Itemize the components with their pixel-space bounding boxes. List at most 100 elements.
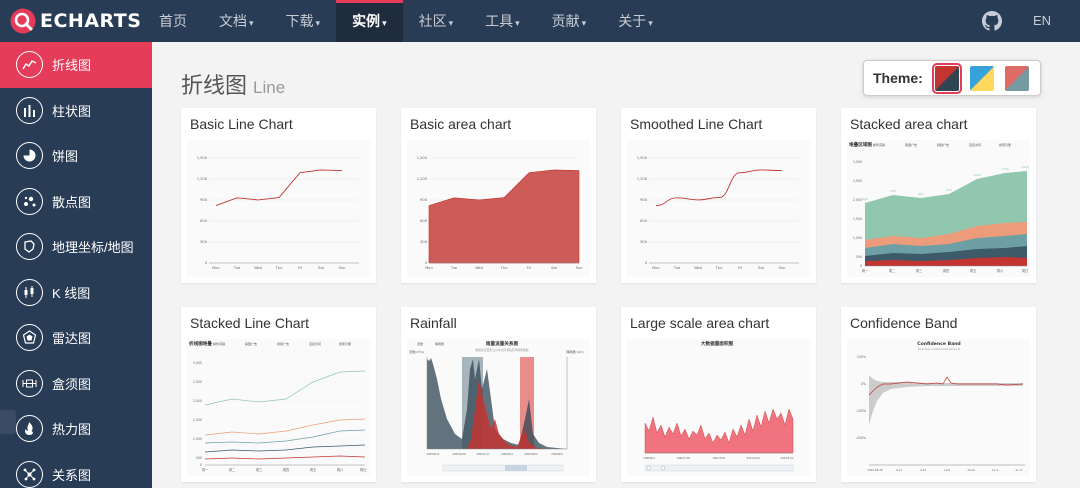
y-tick: 0% [861, 382, 866, 386]
x-tick: Sat [758, 266, 764, 270]
sidebar-item-scatter[interactable]: 散点图 [0, 179, 152, 225]
theme-swatch-light[interactable] [969, 65, 994, 91]
sidebar-item-bar[interactable]: 柱状图 [0, 88, 152, 134]
sidebar-item-map[interactable]: 地理坐标/地图 [0, 224, 152, 270]
legend-item: 流量 [417, 341, 423, 346]
example-card-smoothed-line[interactable]: Smoothed Line Chart 1,500 1,200 900 600 … [621, 108, 816, 283]
sidebar-item-label: K 线图 [52, 285, 91, 301]
thumb-title: Confidence Band [917, 341, 960, 347]
echarts-logo[interactable]: ECHARTS [10, 8, 141, 34]
chart-thumbnail: 1,500 1,200 900 600 300 0 Mon Tue Wed Th… [407, 140, 590, 277]
x-tick: 周二 [889, 268, 895, 273]
x-tick: 周六 [997, 268, 1004, 273]
y-tick: 0 [860, 264, 862, 268]
sidebar-item-heatmap[interactable]: 热力图 [0, 406, 152, 452]
x-tick: 周三 [256, 467, 262, 472]
nav-about[interactable]: 关于 ▾ [602, 0, 669, 42]
example-card-basic-line[interactable]: Basic Line Chart 1,500 1,200 900 600 300… [181, 108, 376, 283]
example-card-basic-area[interactable]: Basic area chart 1,500 1,200 900 600 300… [401, 108, 596, 283]
x-tick: 2009/6/29 [452, 452, 466, 456]
chart-thumbnail: 折线图堆叠 邮件营销 联盟广告 视频广告 直接访问 搜索引擎 3,000 2,5… [187, 339, 370, 476]
confidence-band-chart: Confidence Band Example in MetricsGraphi… [856, 341, 1025, 472]
x-tick: 2009/7/17 [476, 452, 490, 456]
x-tick: Sun [339, 266, 346, 270]
x-tick: 周三 [916, 268, 922, 273]
sidebar-item-boxplot[interactable]: 盒须图 [0, 361, 152, 407]
thumb-title: 堆叠区域图 [849, 141, 872, 148]
x-tick: Tue [233, 266, 241, 270]
x-tick: 周六 [337, 467, 344, 472]
thumb-subtitle: Example in MetricsGraphics.js [918, 347, 961, 351]
theme-label: Theme: [873, 70, 923, 86]
y-tick: -200% [856, 436, 866, 440]
x-tick: Fri [527, 266, 531, 270]
nav-label: 实例 [352, 13, 381, 29]
example-card-stacked-area[interactable]: Stacked area chart 堆叠区域图 邮件营销 联盟广告 视频广告 … [841, 108, 1036, 283]
sidebar-item-line[interactable]: 折线图 [0, 42, 152, 88]
nav-contribute[interactable]: 贡献 ▾ [536, 0, 603, 42]
nav-download[interactable]: 下载 ▾ [270, 0, 337, 42]
stacked-line-chart: 折线图堆叠 邮件营销 联盟广告 视频广告 直接访问 搜索引擎 3,000 2,5… [189, 340, 366, 472]
echarts-logo-icon [10, 8, 36, 34]
card-title: Smoothed Line Chart [630, 116, 763, 132]
y-tick: 1,500 [853, 217, 862, 221]
nav-home[interactable]: 首页 [143, 0, 203, 42]
sidebar-item-label: 雷达图 [52, 331, 92, 347]
thumb-title: 折线图堆叠 [189, 340, 212, 347]
sidebar-item-radar[interactable]: 雷达图 [0, 315, 152, 361]
theme-swatch-dark[interactable] [1004, 65, 1029, 91]
sidebar-item-label: 柱状图 [52, 103, 92, 119]
x-tick: 周五 [310, 467, 317, 472]
main-nav: 首页 文档 ▾ 下载 ▾ 实例 ▾ 社区 ▾ 工具 ▾ 贡献 ▾ 关于 ▾ [143, 0, 669, 42]
sidebar: 折线图 柱状图 饼图 散点图 地理坐标/地图 K 线图 雷达图 盒须图 热力图 … [0, 42, 152, 488]
y-tick: 300 [640, 240, 648, 244]
x-tick: 11-17 [1015, 468, 1023, 472]
sidebar-item-graph[interactable]: 关系图 [0, 452, 152, 488]
example-card-large-area[interactable]: Large scale area chart 大数据量面积图 1968/9/4 … [621, 307, 816, 482]
nav-label: 社区 [418, 13, 447, 29]
card-title: Basic area chart [410, 116, 512, 132]
x-tick: 周一 [202, 467, 209, 472]
x-tick: Mon [652, 266, 660, 270]
boxplot-icon [16, 369, 43, 397]
theme-selector: Theme: [863, 60, 1041, 96]
sidebar-item-label: 地理坐标/地图 [52, 240, 134, 256]
sidebar-item-pie[interactable]: 饼图 [0, 133, 152, 179]
sidebar-item-label: 饼图 [52, 149, 79, 165]
nav-tools[interactable]: 工具 ▾ [469, 0, 536, 42]
x-tick: 周日 [360, 467, 366, 472]
sidebar-item-candlestick[interactable]: K 线图 [0, 270, 152, 316]
x-tick: 2009/8/4 [501, 452, 513, 456]
nav-docs[interactable]: 文档 ▾ [203, 0, 270, 42]
theme-swatch-default[interactable] [931, 62, 962, 94]
github-icon[interactable] [982, 11, 1002, 31]
data-label: 901 [918, 192, 924, 196]
y-axis-label: 降雨量(mm) [566, 349, 583, 354]
y-tick: 0 [200, 463, 202, 467]
data-label: 1320 [1021, 165, 1029, 169]
y-tick: 600 [200, 219, 208, 223]
x-tick: 1968/9/4 [643, 456, 655, 460]
data-label: 820 [862, 197, 868, 201]
sidebar-toggle-handle[interactable] [0, 410, 16, 434]
nav-community[interactable]: 社区 ▾ [403, 0, 470, 42]
map-icon [16, 233, 43, 261]
y-tick: 600 [420, 219, 428, 223]
data-label: 1290 [973, 173, 981, 177]
thumb-title: 大数据量面积图 [701, 340, 734, 347]
x-tick: Thu [500, 266, 508, 270]
nav-label: 首页 [159, 13, 187, 29]
x-tick: 1997/5/21 [712, 456, 726, 460]
example-card-confidence-band[interactable]: Confidence Band Confidence Band Example … [841, 307, 1036, 482]
example-card-stacked-line[interactable]: Stacked Line Chart 折线图堆叠 邮件营销 联盟广告 视频广告 … [181, 307, 376, 482]
language-switch[interactable]: EN [1033, 13, 1052, 28]
basic-line-chart: 1,500 1,200 900 600 300 0 Mon Tue Wed Th… [197, 156, 359, 270]
nav-examples[interactable]: 实例 ▾ [336, 0, 403, 42]
y-tick: 2,000 [193, 399, 202, 403]
example-card-rainfall[interactable]: Rainfall 雨量流量关系图 数据来自西安兰州水文局测站历年降雨数据 流量 … [401, 307, 596, 482]
y-tick: 100% [857, 355, 866, 359]
sidebar-item-label: 散点图 [52, 194, 92, 210]
page-title: 折线图 Line [181, 68, 285, 100]
sidebar-item-label: 热力图 [52, 422, 92, 438]
caret-down-icon: ▾ [315, 18, 321, 28]
